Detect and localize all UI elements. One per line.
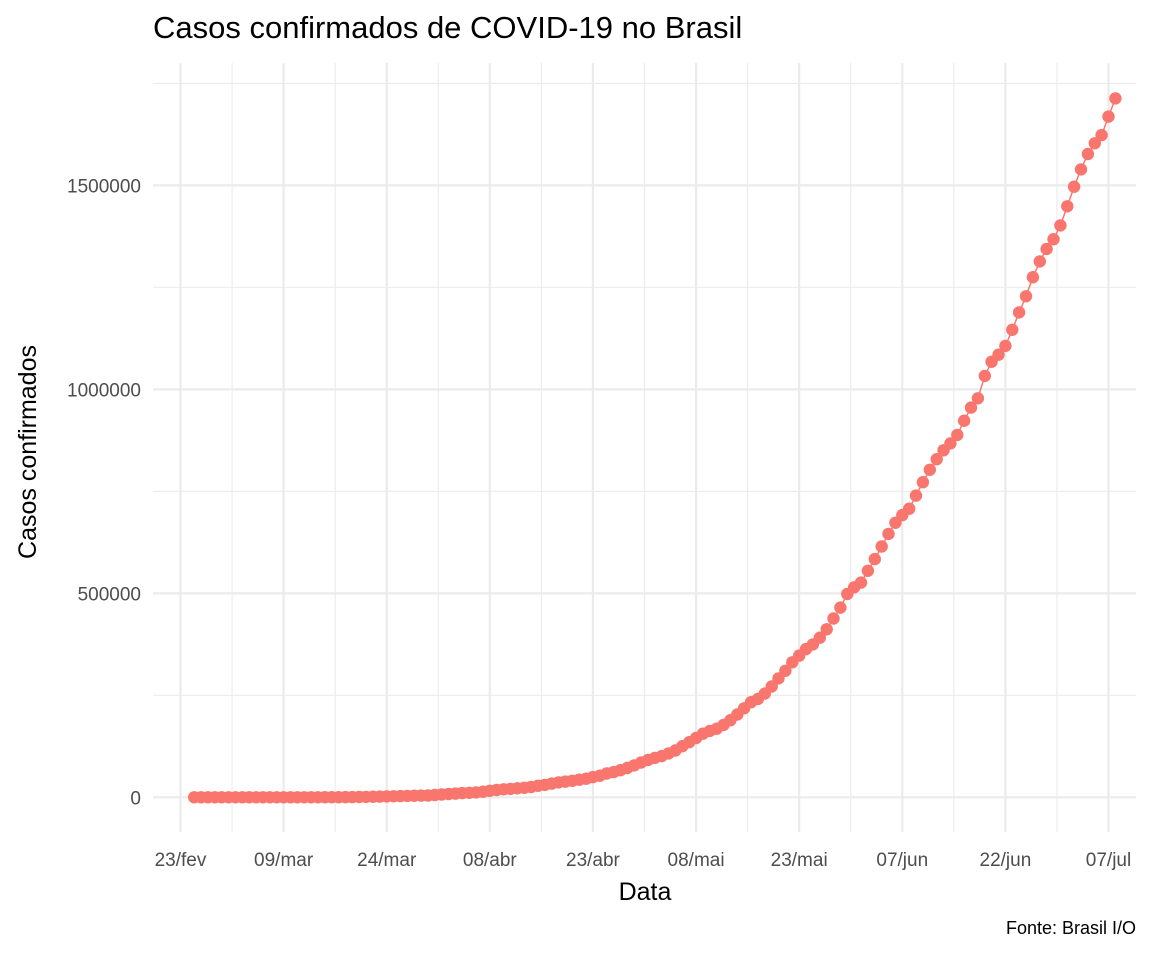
chart-caption: Fonte: Brasil I/O	[1005, 918, 1136, 938]
data-point	[1019, 290, 1033, 303]
data-point	[999, 339, 1012, 353]
data-point	[923, 463, 936, 476]
data-point	[978, 369, 991, 383]
data-point	[1047, 233, 1060, 246]
data-point	[1074, 163, 1088, 176]
x-tick-label: 08/abr	[463, 850, 518, 871]
x-axis-title: Data	[619, 878, 672, 906]
data-point	[1040, 242, 1053, 256]
data-point	[1088, 137, 1102, 150]
series-confirmed-cases	[188, 92, 1122, 804]
data-point	[971, 392, 985, 405]
data-point	[1054, 219, 1067, 232]
data-point	[930, 453, 943, 466]
x-tick-label: 08/mai	[668, 850, 725, 871]
data-point	[1081, 147, 1095, 161]
data-point	[875, 540, 888, 553]
y-tick-label: 1000000	[67, 380, 141, 401]
data-point	[1102, 110, 1115, 123]
series-line	[194, 98, 1117, 799]
data-point	[1109, 92, 1122, 105]
data-point	[916, 476, 930, 489]
x-tick-label: 23/fev	[155, 850, 207, 871]
y-axis-ticks: 0 500000 1000000 1500000	[67, 176, 141, 809]
data-point	[827, 612, 840, 625]
data-point	[944, 437, 957, 450]
y-tick-label: 1500000	[67, 176, 141, 197]
x-tick-label: 23/mai	[771, 850, 828, 871]
data-point	[868, 552, 881, 566]
chart-title: Casos confirmados de COVID-19 no Brasil	[153, 10, 743, 45]
grid-lines	[153, 63, 1136, 832]
x-tick-label: 07/jun	[876, 850, 928, 871]
data-point	[1026, 271, 1040, 284]
data-point	[1061, 200, 1074, 213]
data-point	[1033, 255, 1047, 268]
data-point	[951, 428, 964, 442]
data-point	[813, 631, 826, 644]
data-point	[779, 664, 792, 677]
y-axis-title: Casos confirmados	[14, 345, 42, 559]
y-tick-label: 0	[130, 788, 141, 809]
x-tick-label: 09/mar	[254, 850, 314, 871]
data-point	[861, 564, 875, 577]
data-point	[820, 623, 833, 636]
data-point	[854, 576, 868, 589]
data-point	[1095, 128, 1108, 142]
data-point	[1067, 180, 1081, 193]
x-axis-ticks: 23/fev 09/mar 24/mar 08/abr 23/abr 08/mai 23/m…	[155, 850, 1132, 871]
x-tick-label: 24/mar	[357, 850, 417, 871]
data-point	[964, 401, 978, 414]
data-point	[1012, 306, 1026, 319]
x-tick-label: 22/jun	[980, 850, 1032, 871]
data-point	[765, 680, 778, 693]
data-point	[882, 527, 895, 541]
x-tick-label: 23/abr	[566, 850, 621, 871]
data-point	[992, 348, 1005, 361]
data-point	[834, 601, 847, 614]
data-point	[957, 414, 971, 427]
data-point	[903, 502, 916, 515]
data-point	[1006, 323, 1019, 336]
y-tick-label: 500000	[78, 584, 141, 605]
x-tick-label: 07/jul	[1086, 850, 1131, 871]
data-point	[909, 489, 923, 502]
